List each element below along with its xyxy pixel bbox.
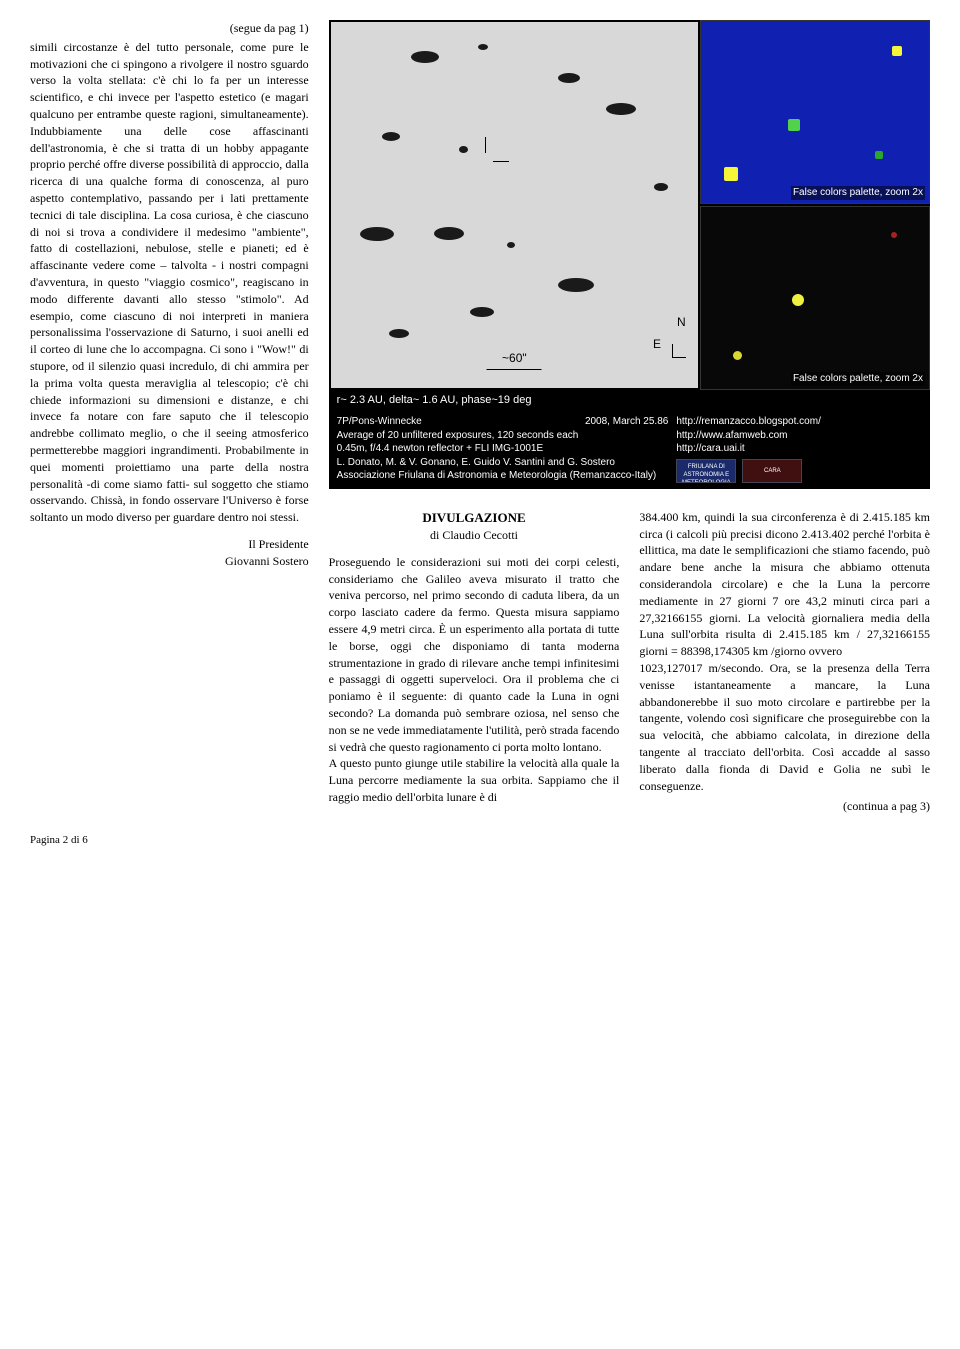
figure-composite: ~60" N E [329,20,930,489]
figure-footer-left: 7P/Pons-Winnecke 2008, March 25.86 Avera… [337,415,669,483]
obs-date: 2008, March 25.86 [585,415,668,429]
comet-figure: ~60" N E [329,20,930,489]
url-2: http://www.afamweb.com [676,429,922,443]
scale-label: ~60" [502,351,527,365]
star-speckle [470,307,494,317]
lower-columns: DIVULGAZIONE di Claudio Cecotti Prosegue… [329,509,930,815]
scale-bar: ~60" [487,350,542,370]
figure-footer: 7P/Pons-Winnecke 2008, March 25.86 Avera… [329,411,930,489]
star-speckle [382,132,400,141]
star-speckle [654,183,668,191]
star-speckle [434,227,464,240]
compass-n: N [677,314,686,331]
star-speckle [389,329,409,338]
comet-name: 7P/Pons-Winnecke [337,415,422,429]
side-caption-2: False colors palette, zoom 2x [791,372,925,386]
spot [792,294,804,306]
observers: L. Donato, M. & V. Gonano, E. Guido V. S… [337,456,669,470]
star-speckle [478,44,488,50]
side-images: False colors palette, zoom 2x False colo… [700,20,930,390]
afam-logo: ASSOCIAZIONE FRIULANA DI ASTRONOMIA E ME… [676,459,736,483]
right-block: ~60" N E [329,20,930,815]
spot [891,232,897,238]
star-speckle [411,51,439,63]
signature-title: Il Presidente [30,536,309,553]
url-1: http://remanzacco.blogspot.com/ [676,415,922,429]
url-3: http://cara.uai.it [676,442,922,456]
spot [892,46,902,56]
side-caption-1: False colors palette, zoom 2x [791,186,925,200]
left-body-text: simili circostanze è del tutto personale… [30,39,309,526]
continue-note: (continua a pag 3) [639,798,930,815]
false-color-image-2: False colors palette, zoom 2x [700,206,930,390]
signature-block: Il Presidente Giovanni Sostero [30,536,309,570]
star-speckle [558,278,594,292]
figure-image-row: ~60" N E [329,20,930,390]
right-body-text: 384.400 km, quindi la sua circonferenza … [639,509,930,795]
figure-midbar: r~ 2.3 AU, delta~ 1.6 AU, phase~19 deg [329,390,930,411]
exposure-info: Average of 20 unfiltered exposures, 120 … [337,429,669,443]
spot [875,151,883,159]
midbar-text: r~ 2.3 AU, delta~ 1.6 AU, phase~19 deg [337,393,532,408]
logos: ASSOCIAZIONE FRIULANA DI ASTRONOMIA E ME… [676,459,922,483]
telescope-info: 0.45m, f/4.4 newton reflector + FLI IMG-… [337,442,669,456]
article-title: DIVULGAZIONE [329,509,620,527]
star-speckle [507,242,515,248]
compass: N E [672,344,686,358]
article-author: di Claudio Cecotti [329,527,620,544]
middle-column: DIVULGAZIONE di Claudio Cecotti Prosegue… [329,509,620,815]
left-column: (segue da pag 1) simili circostanze è de… [30,20,309,815]
page-footer: Pagina 2 di 6 [30,833,930,848]
figure-footer-right: http://remanzacco.blogspot.com/ http://w… [668,415,922,483]
continuation-note: (segue da pag 1) [30,20,309,37]
cara-logo: CARA [742,459,802,483]
middle-body-text: Proseguendo le considerazioni sui moti d… [329,554,620,806]
association: Associazione Friulana di Astronomia e Me… [337,469,669,483]
false-color-image-1: False colors palette, zoom 2x [700,20,930,204]
compass-e: E [653,336,661,353]
page-layout: (segue da pag 1) simili circostanze è de… [30,20,930,815]
main-comet-image: ~60" N E [329,20,700,390]
spot [788,119,800,131]
star-speckle [606,103,636,115]
star-speckle [459,146,468,153]
spot [733,351,742,360]
right-column: 384.400 km, quindi la sua circonferenza … [639,509,930,815]
star-speckle [360,227,394,241]
spot [724,167,738,181]
star-speckle [558,73,580,83]
signature-name: Giovanni Sostero [30,553,309,570]
